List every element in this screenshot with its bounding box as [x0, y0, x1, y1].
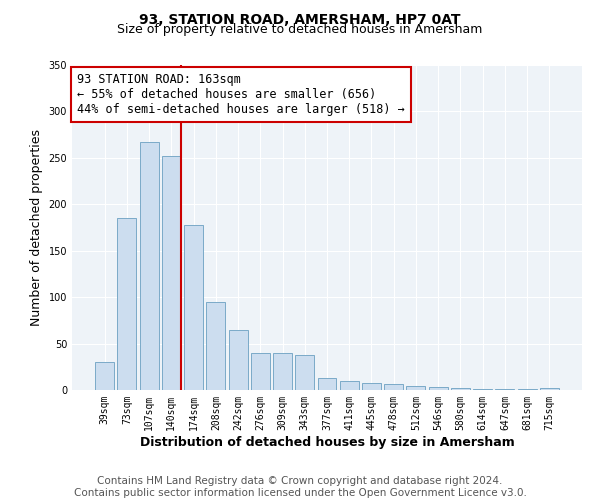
Bar	[340, 380, 359, 390]
Bar	[451, 388, 470, 390]
Bar	[317, 378, 337, 390]
Text: Contains HM Land Registry data © Crown copyright and database right 2024.
Contai: Contains HM Land Registry data © Crown c…	[74, 476, 526, 498]
Bar	[473, 389, 492, 390]
Text: 93 STATION ROAD: 163sqm
← 55% of detached houses are smaller (656)
44% of semi-d: 93 STATION ROAD: 163sqm ← 55% of detache…	[77, 73, 405, 116]
Bar	[140, 142, 158, 390]
Bar	[251, 353, 270, 390]
Text: 93, STATION ROAD, AMERSHAM, HP7 0AT: 93, STATION ROAD, AMERSHAM, HP7 0AT	[139, 12, 461, 26]
Bar	[518, 389, 536, 390]
Bar	[496, 389, 514, 390]
Bar	[184, 224, 203, 390]
Bar	[295, 354, 314, 390]
Bar	[429, 387, 448, 390]
Text: Size of property relative to detached houses in Amersham: Size of property relative to detached ho…	[118, 22, 482, 36]
X-axis label: Distribution of detached houses by size in Amersham: Distribution of detached houses by size …	[140, 436, 514, 448]
Bar	[362, 382, 381, 390]
Bar	[118, 218, 136, 390]
Bar	[162, 156, 181, 390]
Y-axis label: Number of detached properties: Number of detached properties	[30, 129, 43, 326]
Bar	[384, 384, 403, 390]
Bar	[406, 386, 425, 390]
Bar	[540, 388, 559, 390]
Bar	[95, 362, 114, 390]
Bar	[206, 302, 225, 390]
Bar	[229, 330, 248, 390]
Bar	[273, 353, 292, 390]
